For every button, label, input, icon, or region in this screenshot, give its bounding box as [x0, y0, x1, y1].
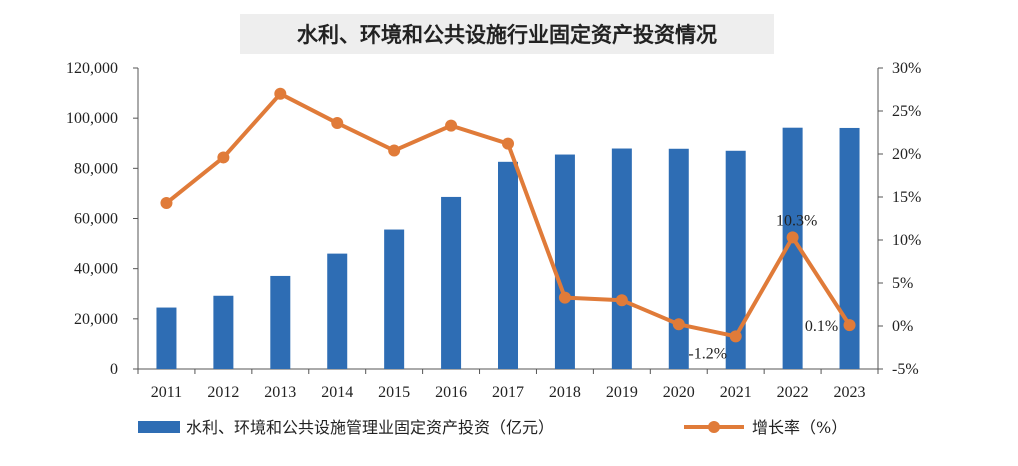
x-tick-label: 2020: [663, 384, 695, 401]
growth-point-2013: [274, 87, 287, 100]
bar-2016: [441, 196, 462, 369]
bar-2021: [725, 150, 746, 369]
x-tick-label: 2023: [834, 384, 866, 401]
bar-2019: [611, 148, 632, 369]
legend-bar-label: 水利、环境和公共设施管理业固定资产投资（亿元）: [186, 418, 554, 437]
bar-2020: [668, 148, 689, 369]
bar-2011: [156, 307, 177, 369]
left-tick-label: 60,000: [74, 211, 118, 228]
growth-point-2021: [729, 330, 742, 343]
x-tick-label: 2016: [435, 384, 467, 401]
growth-point-2012: [217, 151, 230, 164]
x-tick-label: 2011: [151, 384, 182, 401]
x-tick-label: 2018: [549, 384, 581, 401]
left-tick-label: 120,000: [66, 60, 118, 77]
growth-point-2014: [331, 117, 344, 130]
x-tick-label: 2021: [720, 384, 752, 401]
left-tick-label: 100,000: [66, 110, 118, 127]
x-tick-label: 2017: [492, 384, 524, 401]
right-tick-label: 25%: [892, 103, 921, 120]
data-label-2021: -1.2%: [688, 345, 727, 362]
bar-2018: [554, 154, 575, 369]
right-tick-label: 30%: [892, 60, 921, 77]
right-tick-label: 10%: [892, 232, 921, 249]
right-tick-label: 0%: [892, 318, 913, 335]
growth-point-2020: [672, 318, 685, 331]
growth-point-2015: [388, 144, 401, 157]
growth-point-2018: [558, 291, 571, 304]
right-tick-label: 15%: [892, 189, 921, 206]
left-tick-label: 20,000: [74, 311, 118, 328]
bar-2012: [213, 295, 234, 369]
x-tick-label: 2014: [321, 384, 353, 401]
title-background: [240, 14, 774, 54]
bar-2014: [327, 253, 348, 369]
bar-2015: [384, 229, 405, 369]
data-label-2022: 10.3%: [776, 212, 817, 229]
legend-bar-swatch: [138, 421, 180, 433]
chart-title: 水利、环境和公共设施行业固定资产投资情况: [297, 22, 717, 47]
growth-point-2023: [843, 319, 856, 332]
bar-2023: [839, 127, 860, 370]
bar-2022: [782, 127, 803, 369]
x-tick-label: 2015: [378, 384, 410, 401]
x-tick-label: 2012: [207, 384, 239, 401]
bar-2013: [270, 275, 291, 369]
growth-point-2011: [160, 197, 173, 210]
x-tick-label: 2022: [777, 384, 809, 401]
growth-point-2022: [786, 231, 799, 244]
data-label-2023: 0.1%: [805, 318, 838, 335]
right-tick-label: 5%: [892, 275, 913, 292]
left-tick-label: 40,000: [74, 261, 118, 278]
right-tick-label: -5%: [892, 361, 919, 378]
legend-line-marker: [708, 421, 720, 433]
x-tick-label: 2013: [264, 384, 296, 401]
x-tick-label: 2019: [606, 384, 638, 401]
growth-point-2017: [502, 137, 514, 150]
bar-2017: [498, 161, 518, 369]
legend-line-label: 增长率（%）: [752, 418, 847, 437]
growth-point-2016: [445, 119, 458, 132]
left-tick-label: 80,000: [74, 160, 118, 177]
growth-point-2019: [615, 294, 628, 307]
left-tick-label: 0: [110, 361, 118, 378]
right-tick-label: 20%: [892, 146, 921, 163]
